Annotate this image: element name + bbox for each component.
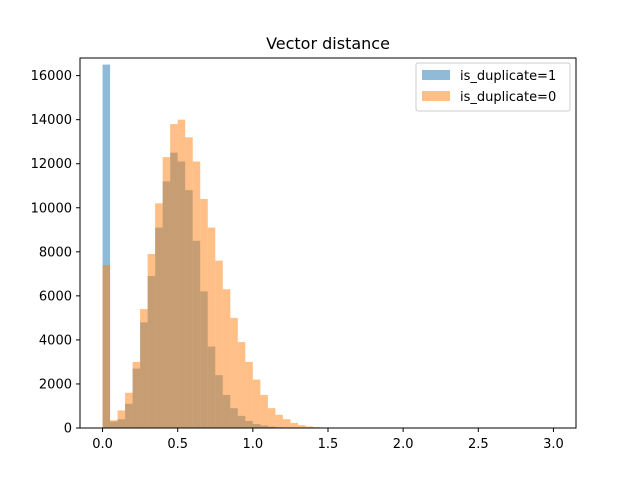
histogram-bar: [110, 420, 118, 428]
chart-title: Vector distance: [266, 34, 390, 53]
y-tick-label: 12000: [31, 157, 72, 172]
legend-label-duplicate-1: is_duplicate=1: [460, 69, 556, 84]
histogram-bar: [275, 414, 283, 428]
histogram-bar: [237, 342, 246, 428]
histogram-bar: [215, 260, 223, 428]
histogram-bar: [252, 379, 261, 428]
histogram-bar: [200, 198, 208, 428]
histogram-bar: [260, 394, 268, 428]
histogram-bar: [162, 157, 171, 428]
y-tick-label: 14000: [31, 113, 72, 128]
y-tick-label: 10000: [31, 201, 72, 216]
histogram-bar: [207, 227, 216, 428]
histogram-bar: [132, 361, 141, 428]
x-tick-label: 3.0: [543, 437, 564, 452]
histogram-bar: [125, 392, 133, 428]
histogram-bar: [140, 309, 148, 428]
x-tick-label: 1.5: [318, 437, 339, 452]
series-1-bars: [102, 119, 336, 429]
x-tick-label: 0.0: [92, 437, 113, 452]
histogram-bar: [282, 419, 291, 428]
legend-box: [415, 62, 571, 112]
histogram-bar: [290, 422, 298, 428]
y-tick-label: 0: [64, 422, 72, 437]
histogram-bar: [245, 361, 253, 428]
y-tick-label: 8000: [39, 245, 72, 260]
histogram-bar: [192, 161, 201, 428]
histogram-bar: [222, 289, 231, 428]
y-tick-label: 2000: [39, 377, 72, 392]
y-tick-label: 6000: [39, 289, 72, 304]
legend: is_duplicate=1 is_duplicate=0: [415, 62, 571, 112]
histogram-bar: [297, 425, 306, 428]
histogram-bar: [185, 137, 193, 429]
histogram-bar: [267, 408, 276, 428]
histogram-bar: [305, 426, 313, 428]
histogram-bar: [102, 265, 111, 428]
legend-swatch-duplicate-1: [422, 70, 450, 80]
y-tick-label: 16000: [31, 69, 72, 84]
legend-label-duplicate-0: is_duplicate=0: [460, 90, 556, 105]
x-tick-label: 2.5: [468, 437, 489, 452]
histogram-bar: [117, 410, 126, 428]
legend-swatch-duplicate-0: [422, 91, 450, 101]
histogram-bar: [177, 119, 186, 429]
bars-layer: [102, 64, 336, 429]
x-tick-label: 2.0: [393, 437, 414, 452]
histogram-bar: [155, 203, 163, 428]
y-axis: 0 2000 4000 6000 8000 10000 12000 14000 16000: [31, 69, 80, 437]
histogram-bar: [170, 124, 178, 429]
x-axis: 0.0 0.5 1.0 1.5 2.0 2.5 3.0: [92, 428, 564, 452]
histogram-bar: [102, 64, 111, 428]
x-tick-label: 1.0: [243, 437, 264, 452]
x-tick-label: 0.5: [167, 437, 188, 452]
histogram-bar: [147, 254, 156, 428]
y-tick-label: 4000: [39, 333, 72, 348]
histogram-bar: [230, 317, 238, 428]
